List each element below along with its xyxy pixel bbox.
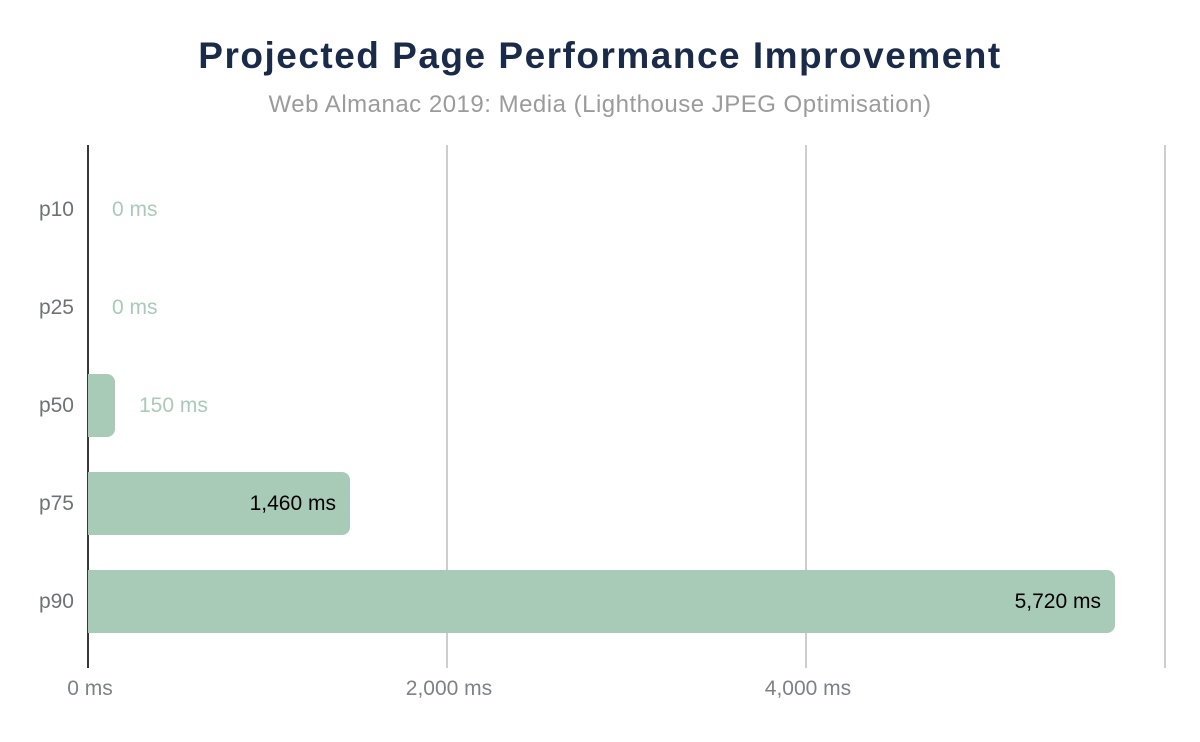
bar-p50 [88, 374, 115, 437]
category-label-p90: p90 [38, 590, 74, 613]
gridline-2000-ms [446, 145, 448, 668]
value-label-p50: 150 ms [139, 394, 208, 417]
x-tick-label-0: 0 ms [67, 677, 113, 700]
value-label-p90: 5,720 ms [1014, 590, 1101, 613]
category-label-p75: p75 [38, 492, 74, 515]
gridline-4000-ms [805, 145, 807, 668]
gridline-6000-ms [1164, 145, 1166, 668]
value-label-p10: 0 ms [112, 198, 158, 221]
value-label-p25: 0 ms [112, 296, 158, 319]
chart-subtitle: Web Almanac 2019: Media (Lighthouse JPEG… [268, 91, 932, 118]
category-label-p25: p25 [38, 296, 74, 319]
value-label-p75: 1,460 ms [249, 492, 336, 515]
category-label-p10: p10 [38, 198, 74, 221]
chart-title: Projected Page Performance Improvement [198, 35, 1002, 76]
x-tick-label-2000: 2,000 ms [405, 677, 493, 700]
bar-p90 [88, 570, 1115, 633]
bar-p75 [88, 472, 350, 535]
category-label-p50: p50 [38, 394, 74, 417]
x-tick-label-4000: 4,000 ms [764, 677, 852, 700]
